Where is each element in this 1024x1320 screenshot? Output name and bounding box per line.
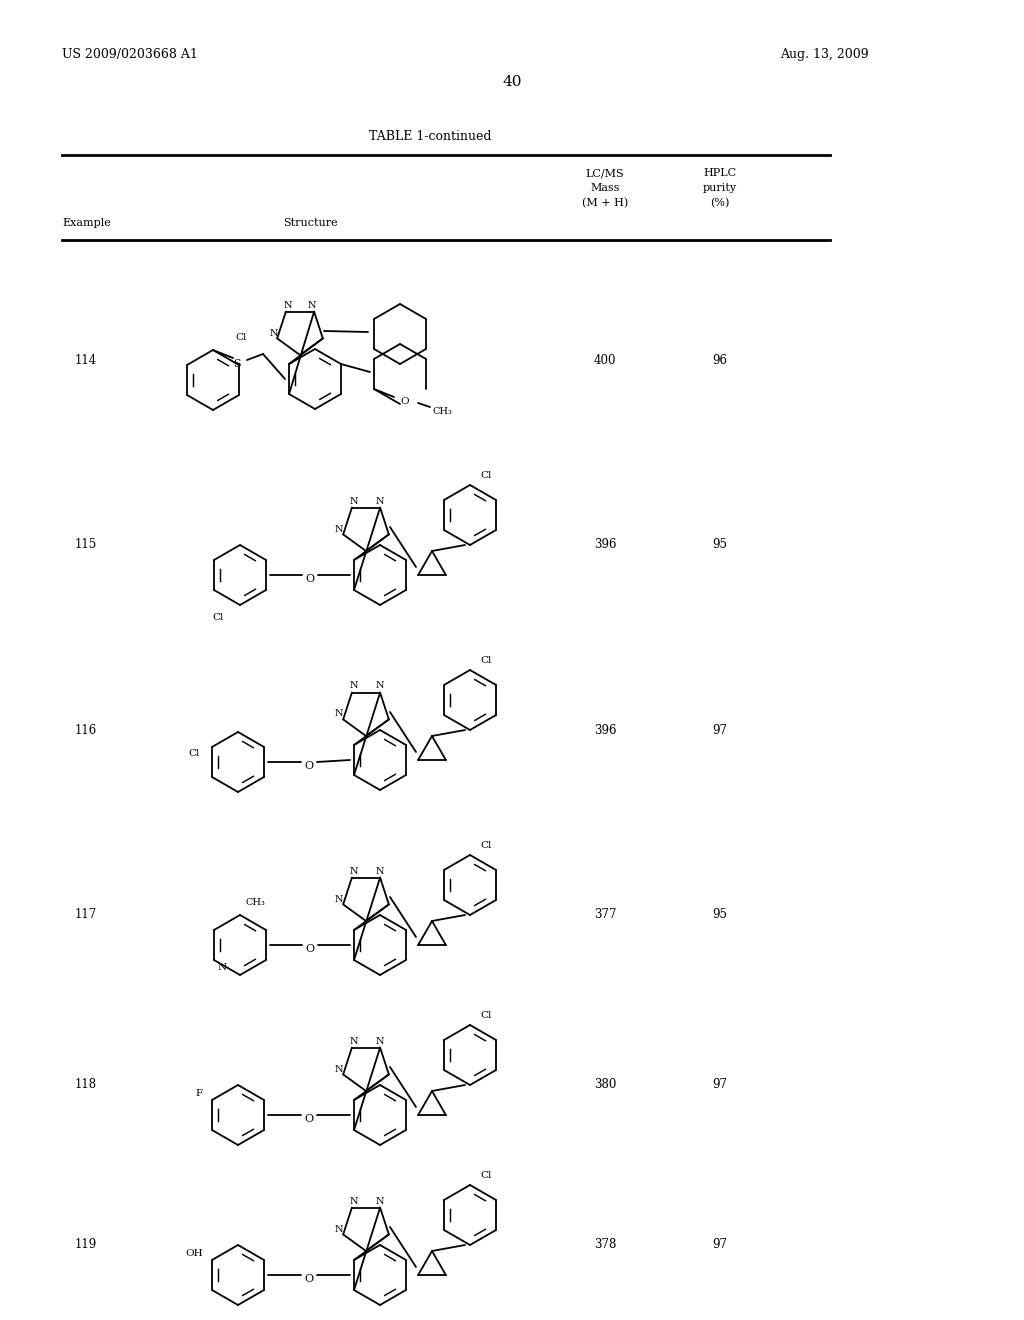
Text: CH₃: CH₃ [245,898,265,907]
Text: N: N [350,1196,358,1205]
Text: TABLE 1-continued: TABLE 1-continued [369,129,492,143]
Text: Cl: Cl [480,471,492,480]
Text: Example: Example [62,218,111,228]
Text: F: F [196,1089,203,1098]
Text: 97: 97 [713,1078,727,1092]
Text: Cl: Cl [188,750,200,759]
Text: N: N [284,301,292,309]
Text: N: N [350,1036,358,1045]
Text: US 2009/0203668 A1: US 2009/0203668 A1 [62,48,198,61]
Text: O: O [305,944,314,954]
Text: N: N [376,866,384,875]
Text: CH₃: CH₃ [432,407,452,416]
Text: N: N [376,1196,384,1205]
Text: N: N [217,964,226,972]
Text: 97: 97 [713,723,727,737]
Text: N: N [335,1225,343,1233]
Text: N: N [269,329,279,338]
Text: N: N [335,1064,343,1073]
Text: (%): (%) [711,198,730,209]
Text: 400: 400 [594,354,616,367]
Text: 118: 118 [75,1078,97,1092]
Text: 95: 95 [713,908,727,921]
Text: Cl: Cl [234,333,247,342]
Text: O: O [304,762,313,771]
Text: S: S [233,359,241,370]
Text: 116: 116 [75,723,97,737]
Text: Cl: Cl [213,612,224,622]
Text: 396: 396 [594,539,616,552]
Text: purity: purity [702,183,737,193]
Text: 97: 97 [713,1238,727,1251]
Text: 117: 117 [75,908,97,921]
Text: OH: OH [185,1250,203,1258]
Text: Cl: Cl [480,1171,492,1180]
Text: 380: 380 [594,1078,616,1092]
Text: N: N [335,710,343,718]
Text: N: N [350,496,358,506]
Text: HPLC: HPLC [703,168,736,178]
Text: 119: 119 [75,1238,97,1251]
Text: Structure: Structure [283,218,337,228]
Text: 95: 95 [713,539,727,552]
Text: N: N [335,524,343,533]
Text: O: O [304,1274,313,1284]
Text: 115: 115 [75,539,97,552]
Text: 96: 96 [713,354,727,367]
Text: Cl: Cl [480,841,492,850]
Text: N: N [308,301,316,309]
Text: N: N [350,681,358,690]
Text: O: O [305,574,314,583]
Text: 378: 378 [594,1238,616,1251]
Text: Mass: Mass [590,183,620,193]
Text: N: N [376,1036,384,1045]
Text: 40: 40 [502,75,522,88]
Text: LC/MS: LC/MS [586,168,625,178]
Text: Cl: Cl [480,656,492,665]
Text: O: O [304,1114,313,1125]
Text: O: O [400,396,409,405]
Text: 114: 114 [75,354,97,367]
Text: 396: 396 [594,723,616,737]
Text: N: N [350,866,358,875]
Text: (M + H): (M + H) [582,198,628,209]
Text: N: N [376,496,384,506]
Text: 377: 377 [594,908,616,921]
Text: N: N [335,895,343,903]
Text: Cl: Cl [480,1011,492,1020]
Text: N: N [376,681,384,690]
Text: Aug. 13, 2009: Aug. 13, 2009 [780,48,868,61]
